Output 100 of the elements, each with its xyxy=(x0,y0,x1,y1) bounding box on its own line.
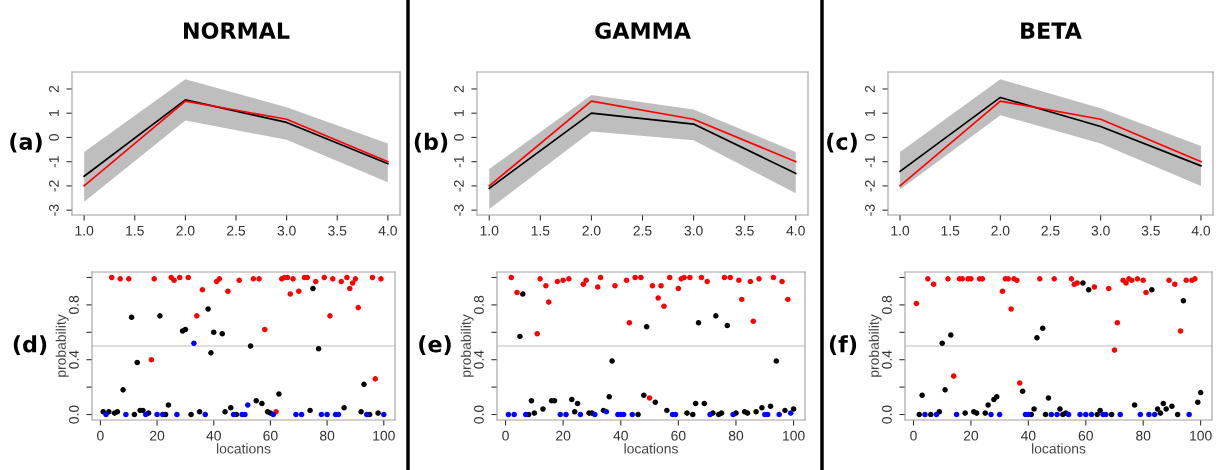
point xyxy=(341,404,347,411)
point xyxy=(176,274,183,281)
point xyxy=(626,319,633,326)
y-tick-label: -3 xyxy=(865,204,875,216)
point xyxy=(787,410,794,416)
point xyxy=(120,387,126,393)
point xyxy=(174,411,180,418)
line-series xyxy=(899,96,1202,173)
point xyxy=(1160,400,1167,407)
point xyxy=(244,402,251,408)
point xyxy=(1019,388,1026,394)
point xyxy=(205,306,211,312)
point xyxy=(1016,380,1023,386)
x-tick-label: 3.5 xyxy=(735,225,754,236)
y-axis-title: probability xyxy=(460,314,474,377)
point xyxy=(321,274,328,281)
x-tick-label: 4.0 xyxy=(378,225,397,236)
y-tick-label: 2 xyxy=(865,85,875,93)
point xyxy=(372,376,379,382)
point xyxy=(131,411,138,418)
point xyxy=(123,411,129,418)
point xyxy=(191,340,197,347)
point xyxy=(222,409,228,415)
point xyxy=(545,299,552,305)
x-tick-label: 1.5 xyxy=(126,225,144,236)
x-tick-label: 100 xyxy=(1190,430,1212,441)
point xyxy=(1180,298,1187,304)
point xyxy=(148,356,155,363)
point xyxy=(293,411,299,418)
point xyxy=(1105,285,1112,292)
y-tick-label: 1 xyxy=(49,110,59,117)
point xyxy=(942,387,948,393)
point xyxy=(554,278,561,285)
point xyxy=(225,288,231,294)
text: (b) xyxy=(414,132,448,153)
point xyxy=(199,287,206,293)
point xyxy=(727,274,733,281)
x-tick-label: 3.0 xyxy=(1091,225,1110,236)
point xyxy=(312,278,319,285)
x-tick-label: 1.0 xyxy=(480,225,499,236)
x-tick-label: 0 xyxy=(502,430,509,441)
point xyxy=(583,277,589,283)
point xyxy=(540,406,546,412)
x-tick-label: 4.0 xyxy=(1191,225,1211,236)
x-tick-label: 3.5 xyxy=(328,225,347,236)
point xyxy=(1091,284,1098,290)
point xyxy=(310,285,316,292)
point xyxy=(276,391,282,397)
point xyxy=(689,411,696,418)
y-tick-label: -2 xyxy=(454,180,464,192)
x-tick-label: 2.0 xyxy=(176,225,195,236)
point xyxy=(661,303,667,310)
x-tick-label: 40 xyxy=(613,430,628,441)
point xyxy=(594,284,601,290)
point xyxy=(193,313,200,319)
point xyxy=(295,288,302,294)
point xyxy=(779,278,785,285)
text: (c) xyxy=(827,132,857,153)
point xyxy=(531,410,538,416)
point xyxy=(165,402,172,408)
point xyxy=(1172,281,1178,288)
point xyxy=(664,407,670,414)
point xyxy=(1151,411,1158,418)
point xyxy=(776,411,782,418)
x-tick-label: 2.5 xyxy=(1041,225,1060,236)
x-tick-label: 60 xyxy=(671,430,686,441)
point xyxy=(151,276,158,282)
x-tick-label: 4.0 xyxy=(786,225,805,236)
x-tick-label: 1.5 xyxy=(531,225,550,236)
y-tick-label: -3 xyxy=(454,204,464,216)
point xyxy=(358,409,364,415)
point xyxy=(571,409,578,415)
text: (a) xyxy=(10,132,42,153)
y-axis-title: probability xyxy=(55,314,69,377)
point xyxy=(698,274,705,281)
point xyxy=(1183,277,1190,283)
y-tick-label: 0 xyxy=(49,134,59,141)
point xyxy=(629,411,636,418)
y-tick-label: 1 xyxy=(454,110,464,117)
point xyxy=(1197,389,1204,396)
y-tick-label: 2 xyxy=(454,85,464,93)
point xyxy=(948,332,954,338)
point xyxy=(753,409,759,415)
point xyxy=(514,289,520,296)
point xyxy=(361,381,367,388)
x-tick-label: 2.5 xyxy=(227,225,246,236)
y-tick-label: 0 xyxy=(865,134,875,141)
point xyxy=(157,313,163,319)
x-axis-title: locations xyxy=(1032,443,1086,454)
point xyxy=(128,314,135,320)
line-series xyxy=(488,112,797,190)
y-tick-label: 0.0 xyxy=(474,405,484,424)
y-tick-label: 0.0 xyxy=(882,405,892,424)
point xyxy=(675,285,682,292)
point xyxy=(566,276,572,282)
point xyxy=(534,330,540,337)
point xyxy=(369,274,376,281)
x-tick-label: 1.0 xyxy=(891,225,910,236)
point xyxy=(1051,276,1057,282)
point xyxy=(597,274,604,281)
